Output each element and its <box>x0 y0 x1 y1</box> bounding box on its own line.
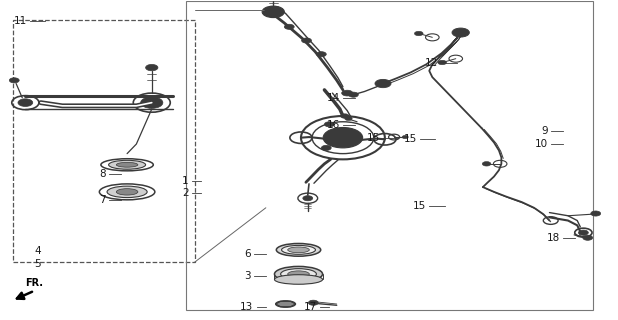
Text: 5: 5 <box>35 259 41 268</box>
Ellipse shape <box>288 271 309 277</box>
Circle shape <box>402 135 408 139</box>
Text: 2: 2 <box>182 188 188 198</box>
Circle shape <box>341 114 349 118</box>
Circle shape <box>18 99 33 107</box>
Circle shape <box>141 97 163 108</box>
Ellipse shape <box>274 267 323 282</box>
Ellipse shape <box>274 275 323 284</box>
Text: 3: 3 <box>243 271 250 281</box>
Circle shape <box>321 145 331 150</box>
Circle shape <box>267 9 279 15</box>
Ellipse shape <box>288 247 309 253</box>
Bar <box>13 20 195 262</box>
Text: 12: 12 <box>425 58 439 68</box>
Text: 7: 7 <box>99 195 106 205</box>
Ellipse shape <box>281 269 316 279</box>
Text: 6: 6 <box>243 249 250 259</box>
Text: 14: 14 <box>326 93 340 103</box>
Circle shape <box>482 162 491 166</box>
Ellipse shape <box>107 186 147 197</box>
Circle shape <box>323 127 363 148</box>
Circle shape <box>303 196 313 201</box>
Circle shape <box>415 31 423 36</box>
Circle shape <box>345 117 352 121</box>
Ellipse shape <box>109 160 146 169</box>
Ellipse shape <box>282 245 315 254</box>
Ellipse shape <box>276 244 321 256</box>
Circle shape <box>308 300 318 305</box>
Circle shape <box>302 38 311 43</box>
Text: 4: 4 <box>35 246 41 256</box>
Circle shape <box>284 24 294 29</box>
Ellipse shape <box>116 162 138 167</box>
Text: 9: 9 <box>541 126 548 136</box>
Ellipse shape <box>276 301 295 307</box>
Text: 8: 8 <box>99 169 106 179</box>
Circle shape <box>9 78 19 83</box>
Circle shape <box>375 79 391 88</box>
Text: 15: 15 <box>404 134 417 144</box>
Circle shape <box>578 230 588 235</box>
Circle shape <box>332 132 354 143</box>
Circle shape <box>452 28 469 37</box>
Circle shape <box>262 6 284 18</box>
Text: 10: 10 <box>535 139 548 149</box>
Circle shape <box>583 235 593 240</box>
Text: 18: 18 <box>547 233 560 243</box>
Text: 16: 16 <box>326 120 340 130</box>
Text: 17: 17 <box>304 301 317 312</box>
Circle shape <box>146 64 158 71</box>
Text: 11: 11 <box>14 16 27 27</box>
Circle shape <box>349 92 358 97</box>
Circle shape <box>316 52 326 57</box>
Circle shape <box>438 60 446 65</box>
Text: 1: 1 <box>182 176 188 186</box>
Bar <box>185 1 593 310</box>
Circle shape <box>591 211 601 216</box>
Text: FR.: FR. <box>25 278 43 288</box>
Text: 15: 15 <box>366 133 380 143</box>
Text: 13: 13 <box>240 301 253 312</box>
Ellipse shape <box>116 189 138 195</box>
Circle shape <box>324 122 334 127</box>
Circle shape <box>342 90 353 96</box>
Text: 15: 15 <box>413 201 426 211</box>
